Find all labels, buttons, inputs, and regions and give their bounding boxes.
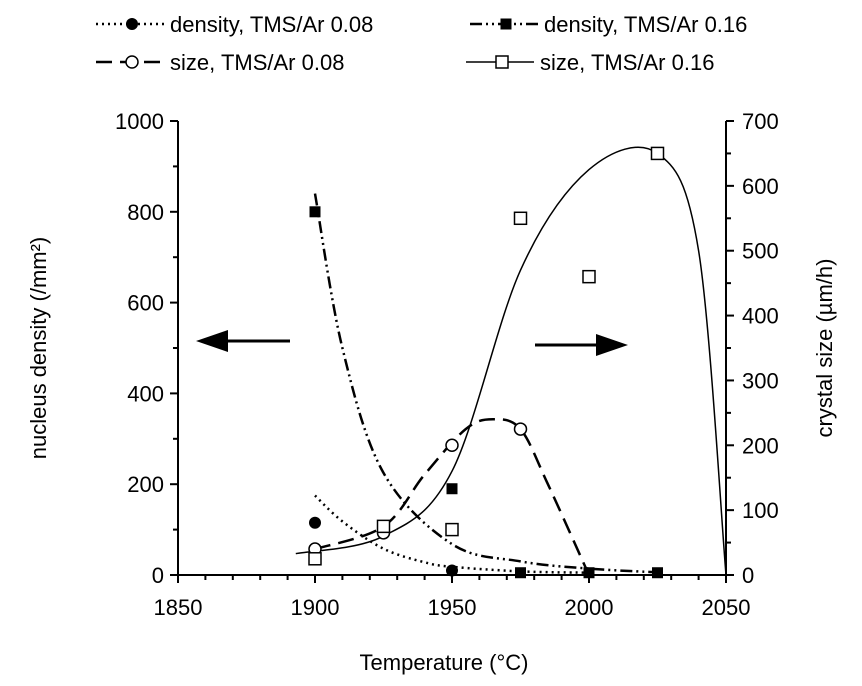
legend-label-series-0: density, TMS/Ar 0.08	[170, 12, 373, 37]
point-series-1	[446, 483, 458, 495]
point-series-3	[513, 211, 528, 226]
y-right-tick-label: 100	[742, 498, 779, 523]
x-tick-label: 2050	[702, 595, 751, 620]
legend-label-series-1: density, TMS/Ar 0.16	[544, 12, 747, 37]
point-series-3	[308, 552, 322, 566]
point-series-3	[376, 519, 391, 534]
right-arrow-head	[596, 334, 628, 356]
fit-line-series-1	[313, 193, 658, 574]
data-points	[308, 146, 665, 579]
y-left-axis-title: nucleus density (/mm²)	[26, 237, 51, 460]
legend-marker-series-3	[495, 55, 509, 69]
point-series-1	[309, 206, 321, 218]
y-right-tick-label: 600	[742, 174, 779, 199]
point-series-2	[445, 438, 459, 453]
y-right-tick-label: 300	[742, 368, 779, 393]
x-tick-label: 1850	[154, 595, 203, 620]
y-left-tick-label: 400	[127, 381, 164, 406]
x-tick-label: 1950	[428, 595, 477, 620]
y-right-tick-label: 400	[742, 304, 779, 329]
y-left-tick-label: 0	[152, 563, 164, 588]
point-series-1	[652, 567, 663, 579]
axes: 1850 1900 1950 2000 2050 0 200 400 600 800 1000 0 10…	[115, 109, 779, 620]
y-right-axis-title: crystal size (µm/h)	[812, 259, 837, 438]
point-series-3	[582, 269, 596, 284]
fit-line-series-3	[295, 146, 727, 576]
point-series-3	[445, 522, 459, 537]
y-right-tick-label: 0	[742, 563, 754, 588]
point-series-1	[583, 567, 595, 579]
y-left-tick-label: 200	[127, 472, 164, 497]
x-tick-label: 1900	[291, 595, 340, 620]
direction-arrows	[196, 330, 628, 356]
point-series-3	[650, 146, 665, 161]
point-series-1	[515, 567, 526, 579]
y-right-tick-label: 200	[742, 433, 779, 458]
point-series-0	[446, 564, 458, 577]
y-right-tick-label: 500	[742, 239, 779, 264]
x-tick-label: 2000	[565, 595, 614, 620]
y-left-tick-label: 1000	[115, 109, 164, 134]
legend-marker-series-1	[500, 18, 512, 30]
x-axis-title: Temperature (°C)	[360, 650, 529, 675]
fit-line-series-0	[314, 494, 590, 574]
y-right-tick-label: 700	[742, 109, 779, 134]
legend-marker-series-2	[125, 55, 139, 69]
point-series-0	[309, 516, 321, 529]
legend: density, TMS/Ar 0.08 density, TMS/Ar 0.16…	[96, 12, 747, 75]
left-arrow-head	[196, 330, 228, 352]
y-left-tick-label: 800	[127, 200, 164, 225]
legend-label-series-3: size, TMS/Ar 0.16	[540, 50, 714, 75]
legend-marker-series-0	[126, 18, 138, 30]
point-series-2	[513, 422, 528, 436]
y-left-tick-label: 600	[127, 291, 164, 316]
legend-label-series-2: size, TMS/Ar 0.08	[170, 50, 344, 75]
fit-curves	[295, 146, 727, 576]
